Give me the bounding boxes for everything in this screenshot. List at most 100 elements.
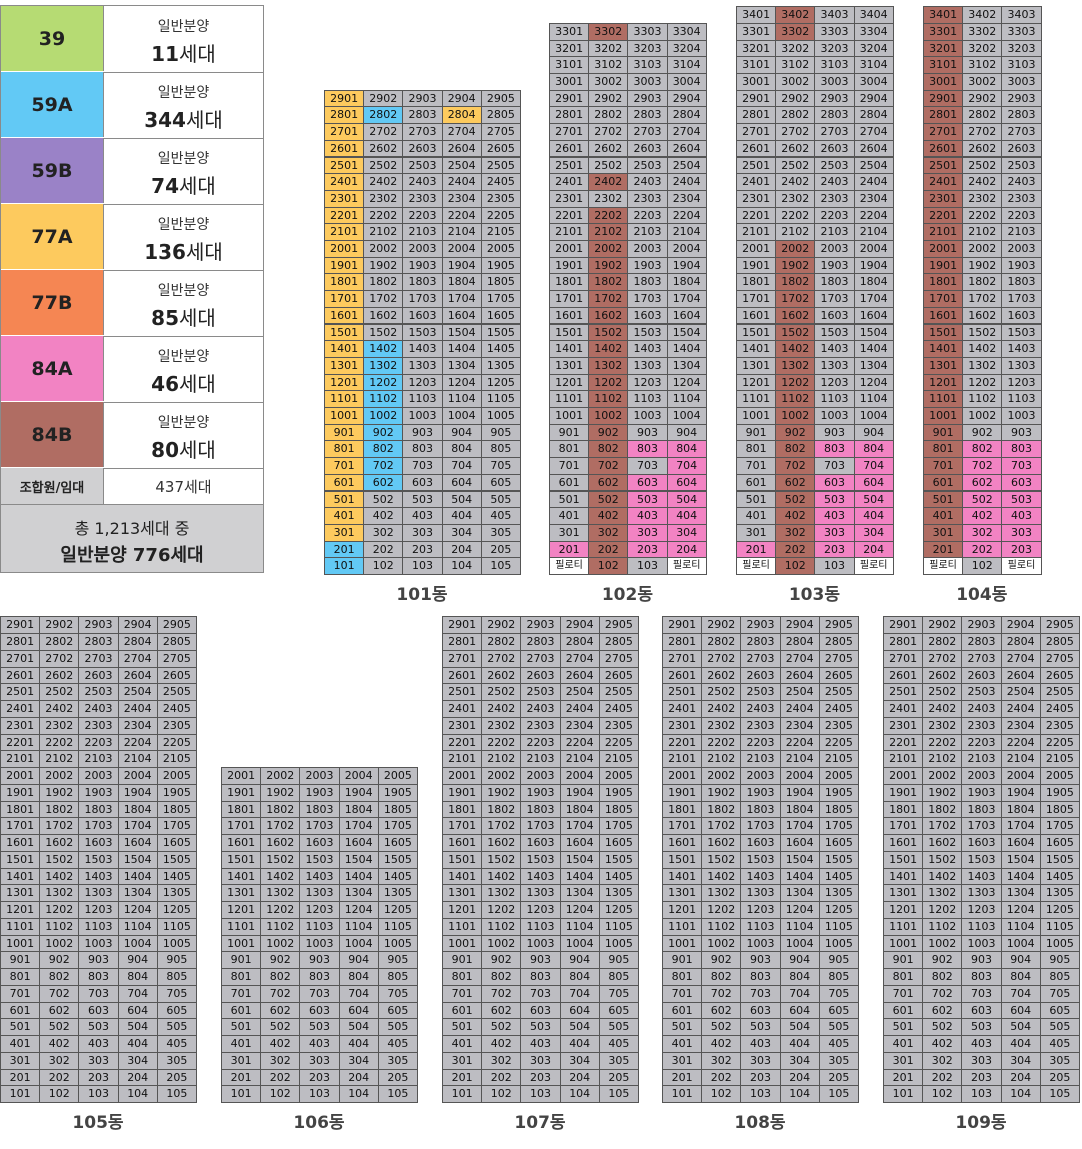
unit-cell: 2404: [666, 173, 707, 191]
unit-cell: 203: [740, 1068, 781, 1087]
unit-cell: 1605: [1039, 834, 1080, 852]
unit-cell: 2202: [922, 733, 963, 752]
unit-cell: 1104: [559, 917, 600, 936]
unit-cell: 701: [221, 984, 262, 1003]
unit-cell: 903: [961, 951, 1002, 969]
legend-swatch-77a: 77A: [1, 204, 104, 269]
unit-cell: 2703: [1001, 123, 1042, 141]
unit-cell: 502: [260, 1018, 301, 1036]
unit-cell: 2704: [559, 649, 600, 668]
unit-cell: 1705: [480, 290, 521, 308]
unit-cell: 605: [156, 1001, 197, 1020]
unit-cell: 1701: [324, 290, 365, 308]
unit-cell: 803: [1001, 440, 1042, 459]
unit-cell: 2405: [156, 700, 197, 718]
unit-cell: 505: [818, 1018, 859, 1036]
unit-cell: 1001: [324, 407, 365, 425]
unit-cell: 1403: [961, 867, 1002, 886]
unit-cell: 304: [779, 1051, 820, 1070]
unit-cell: 1503: [299, 850, 340, 869]
unit-cell: 305: [598, 1051, 639, 1070]
unit-cell: 1401: [221, 867, 262, 886]
unit-cell: 3004: [666, 73, 707, 91]
unit-cell: 3102: [588, 56, 629, 74]
unit-cell: 401: [883, 1035, 924, 1053]
unit-cell: 805: [1039, 968, 1080, 986]
unit-cell: 2401: [0, 700, 41, 718]
unit-cell: 1603: [627, 306, 668, 325]
unit-cell: 2403: [402, 173, 443, 191]
unit-cell: 102: [363, 557, 404, 575]
unit-cell: 602: [39, 1001, 80, 1020]
unit-cell: 605: [1039, 1001, 1080, 1020]
unit-cell: 1501: [923, 323, 964, 342]
unit-cell: 1101: [0, 917, 41, 936]
unit-cell: 702: [922, 984, 963, 1003]
unit-cell: 504: [338, 1018, 379, 1036]
unit-cell: 3202: [962, 39, 1003, 58]
unit-cell: 1301: [0, 884, 41, 902]
unit-cell: 1602: [363, 306, 404, 325]
unit-cell: 2703: [740, 649, 781, 668]
unit-cell: 303: [961, 1051, 1002, 1070]
unit-cell: 3104: [666, 56, 707, 74]
unit-cell: 2102: [588, 223, 629, 241]
unit-cell: 1702: [775, 290, 816, 308]
unit-cell: 202: [363, 540, 404, 559]
unit-cell: 1301: [923, 356, 964, 375]
legend-row-84b: 84B 일반분양 80세대: [1, 402, 263, 469]
unit-cell: 1801: [324, 273, 365, 292]
unit-cell: 1001: [549, 407, 590, 425]
unit-cell: 201: [662, 1068, 703, 1087]
unit-cell: 2404: [1000, 700, 1041, 718]
legend-unit: 세대: [179, 306, 216, 330]
unit-cell: 1201: [221, 901, 262, 919]
unit-cell: 1403: [299, 867, 340, 886]
unit-cell: 1103: [961, 917, 1002, 936]
unit-cell: 703: [78, 984, 119, 1003]
unit-cell: 702: [962, 457, 1003, 475]
unit-cell: 203: [627, 540, 668, 559]
unit-cell: 1004: [853, 407, 894, 425]
unit-cell: 2901: [549, 89, 590, 108]
unit-cell: 504: [117, 1018, 158, 1036]
unit-cell: 2902: [481, 616, 522, 634]
unit-cell: 501: [662, 1018, 703, 1036]
unit-cell: 1905: [377, 783, 418, 802]
unit-cell: 2804: [853, 106, 894, 125]
unit-cell: 104: [441, 557, 482, 575]
unit-cell: 1202: [701, 901, 742, 919]
unit-cell: 1105: [156, 917, 197, 936]
unit-cell: 904: [853, 423, 894, 442]
unit-cell: 503: [814, 490, 855, 509]
pilotis-cell: 필로티: [666, 557, 707, 575]
unit-cell: 1501: [324, 323, 365, 342]
unit-cell: 1904: [441, 256, 482, 275]
unit-cell: 1303: [814, 356, 855, 375]
unit-cell: 804: [441, 440, 482, 459]
unit-cell: 103: [961, 1085, 1002, 1103]
unit-cell: 1301: [662, 884, 703, 902]
unit-cell: 2404: [117, 700, 158, 718]
unit-cell: 301: [549, 523, 590, 542]
unit-cell: 1905: [598, 783, 639, 802]
unit-cell: 1001: [442, 934, 483, 953]
unit-cell: 1101: [549, 390, 590, 408]
unit-cell: 303: [1001, 523, 1042, 542]
unit-cell: 2304: [559, 716, 600, 735]
unit-cell: 1501: [442, 850, 483, 869]
unit-cell: 703: [520, 984, 561, 1003]
unit-cell: 404: [853, 507, 894, 525]
unit-cell: 2304: [853, 189, 894, 208]
legend-swatch-59b: 59B: [1, 138, 104, 203]
unit-cell: 903: [627, 423, 668, 442]
unit-cell: 1602: [260, 834, 301, 852]
unit-cell: 3303: [1001, 22, 1042, 41]
unit-cell: 1503: [814, 323, 855, 342]
unit-cell: 502: [363, 490, 404, 509]
unit-cell: 1801: [736, 273, 777, 292]
unit-cell: 204: [666, 540, 707, 559]
unit-cell: 1904: [117, 783, 158, 802]
unit-cell: 205: [818, 1068, 859, 1087]
unit-cell: 1201: [923, 373, 964, 392]
